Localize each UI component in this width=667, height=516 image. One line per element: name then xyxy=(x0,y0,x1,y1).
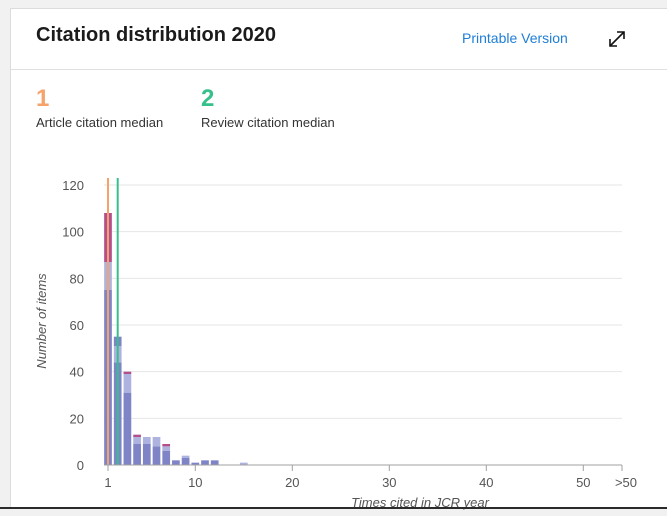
x-tick-label: 30 xyxy=(382,475,396,490)
expand-icon[interactable] xyxy=(605,27,629,51)
bar-segment xyxy=(133,434,141,437)
y-tick-label: 40 xyxy=(70,365,84,380)
review-median: 2 Review citation median xyxy=(201,85,335,130)
x-tick-label: 10 xyxy=(188,475,202,490)
bar-segment xyxy=(152,446,161,465)
x-tick-label: 20 xyxy=(285,475,299,490)
bar-segment xyxy=(210,460,219,465)
bar-segment xyxy=(142,437,151,444)
y-tick-label: 120 xyxy=(62,178,84,193)
printable-version-link[interactable]: Printable Version xyxy=(462,30,568,46)
review-median-label: Review citation median xyxy=(201,115,335,130)
histogram-bars xyxy=(104,213,248,465)
bar-segment xyxy=(181,455,190,458)
bar-segment xyxy=(172,460,180,465)
bar-segment xyxy=(162,446,171,451)
bar-segment xyxy=(239,462,248,465)
bar-segment xyxy=(123,371,132,374)
review-median-value: 2 xyxy=(201,85,215,112)
bottom-border xyxy=(0,507,667,509)
card-title: Citation distribution 2020 xyxy=(36,24,277,46)
y-axis-label: Number of items xyxy=(34,273,49,369)
y-tick-label: 0 xyxy=(77,458,84,473)
article-median: 1 Article citation median xyxy=(36,85,163,130)
axes: 0 20 40 60 80 100 120 1 10 20 30 40 50 >50 xyxy=(62,178,637,490)
x-tick-label: 1 xyxy=(104,475,111,490)
y-tick-label: 80 xyxy=(70,271,84,286)
article-median-label: Article citation median xyxy=(36,115,164,130)
bar-segment xyxy=(181,458,190,465)
x-tick-label: >50 xyxy=(615,475,637,490)
y-tick-label: 100 xyxy=(62,225,84,240)
bar-segment xyxy=(162,451,171,465)
bar-segment xyxy=(133,437,141,444)
y-tick-label: 20 xyxy=(70,411,84,426)
bar-segment xyxy=(152,437,161,447)
bar-segment xyxy=(123,374,132,393)
bar-segment xyxy=(201,460,209,465)
bar-segment xyxy=(123,392,132,465)
bar-segment xyxy=(162,444,171,447)
bar-segment xyxy=(133,444,141,465)
x-tick-label: 50 xyxy=(576,475,590,490)
card-header: Citation distribution 2020 Printable Ver… xyxy=(11,9,667,70)
bar-segment xyxy=(191,462,200,465)
x-tick-label: 40 xyxy=(479,475,493,490)
y-tick-label: 60 xyxy=(70,318,84,333)
bar-segment xyxy=(142,444,151,465)
grid-lines xyxy=(104,184,622,419)
median-lines xyxy=(107,178,119,465)
x-axis-label: Times cited in JCR year xyxy=(351,495,490,510)
article-median-value: 1 xyxy=(36,85,50,112)
